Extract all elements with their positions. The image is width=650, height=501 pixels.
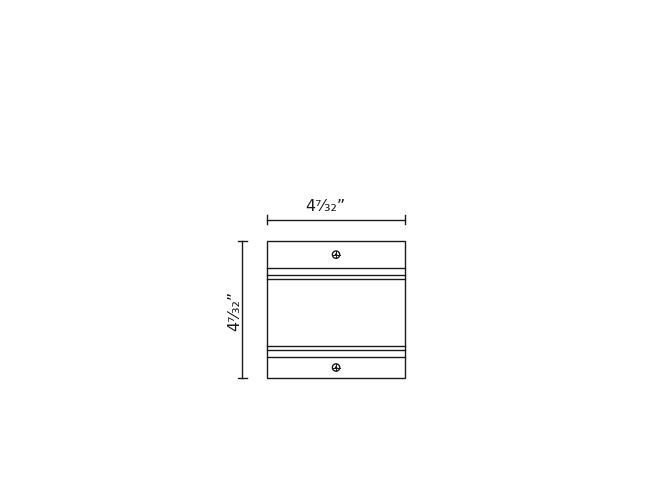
Circle shape [335,254,337,257]
Text: 4⁷⁄₃₂”: 4⁷⁄₃₂” [305,198,345,213]
Bar [267,241,405,378]
Circle shape [335,367,337,369]
Text: 4⁷⁄₃₂”: 4⁷⁄₃₂” [227,290,242,330]
